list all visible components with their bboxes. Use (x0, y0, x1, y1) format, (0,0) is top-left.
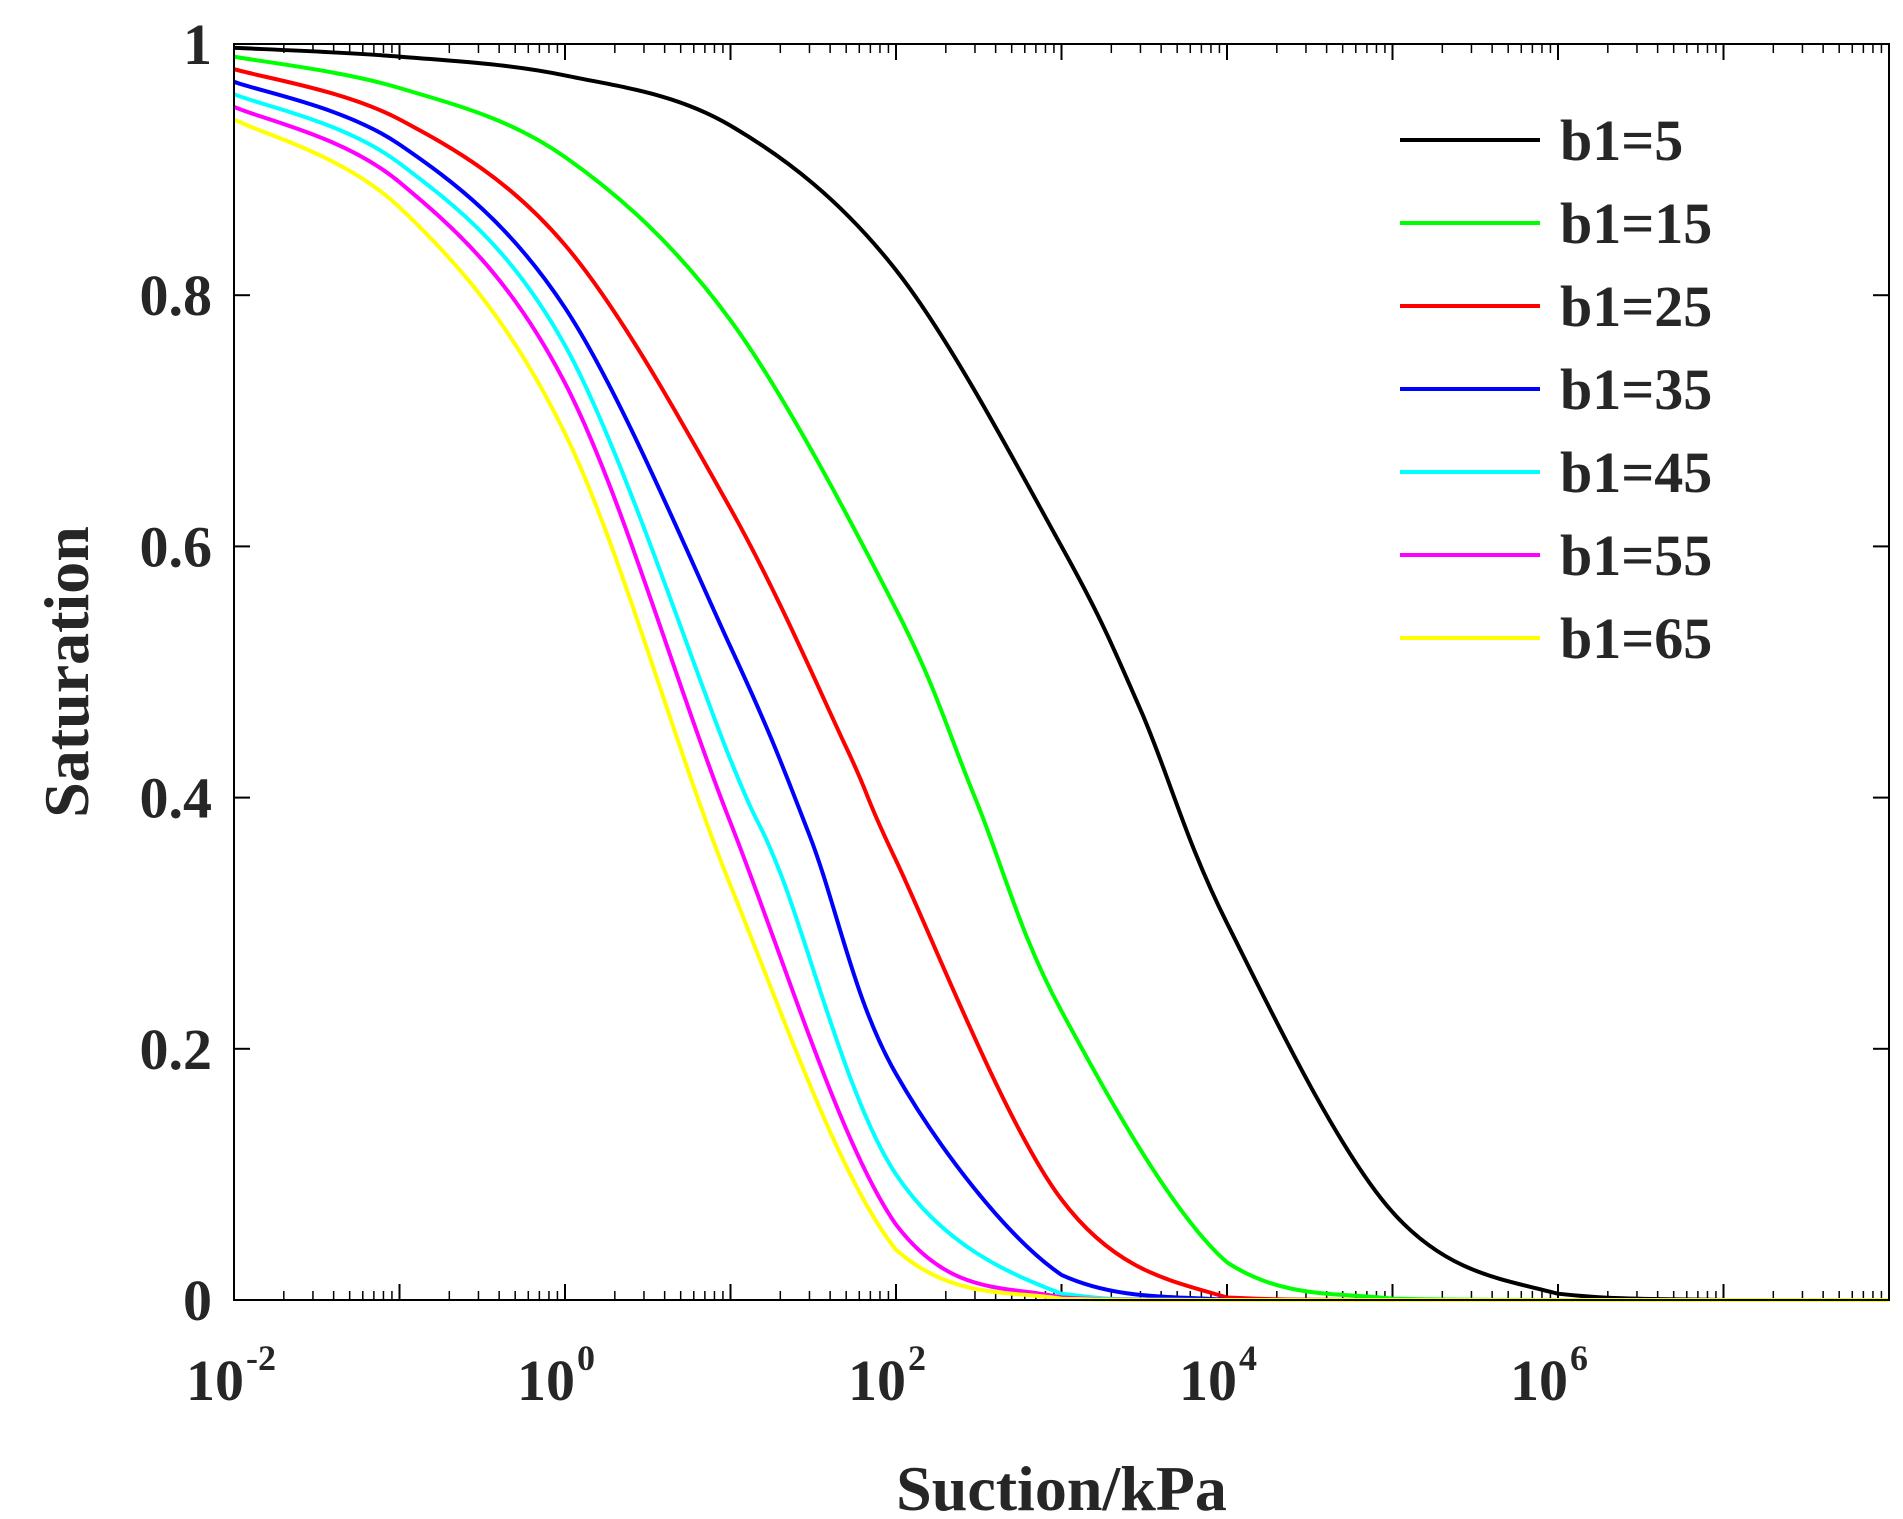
x-tick-label-base: 10 (1510, 1348, 1568, 1413)
legend-item: b1=25 (1400, 274, 1712, 339)
y-tick-label: 1 (183, 12, 212, 77)
legend-item: b1=5 (1400, 108, 1683, 173)
y-tick-label: 0.2 (140, 1017, 213, 1082)
legend-label: b1=15 (1560, 191, 1712, 256)
x-axis-label: Suction/kPa (896, 1453, 1227, 1519)
legend-item: b1=45 (1400, 440, 1712, 505)
legend-label: b1=35 (1560, 357, 1712, 422)
legend-label: b1=25 (1560, 274, 1712, 339)
y-tick-label: 0.6 (140, 514, 213, 579)
x-tick-label: 10 4 (1179, 1338, 1257, 1413)
legend-item: b1=55 (1400, 523, 1712, 588)
plot-frame (233, 43, 1890, 1301)
x-tick-label: 10 6 (1510, 1338, 1588, 1413)
x-tick-label-base: 10 (1179, 1348, 1237, 1413)
x-tick-label-exponent: 0 (577, 1338, 595, 1378)
series-line-b1-5 (233, 45, 1889, 1303)
x-tick-label: 10 0 (517, 1338, 595, 1413)
x-tick-label-base: 10 (848, 1348, 906, 1413)
x-tick-label-exponent: 2 (908, 1338, 926, 1378)
legend: b1=5 b1=15 b1=25 b1=35 b1=45 b1=55 b1=65 (1400, 108, 1712, 671)
x-tick-labels: 10 -2 10 0 10 2 10 4 10 6 (186, 1338, 1588, 1413)
y-tick-label: 0.4 (140, 766, 213, 831)
x-tick-label-exponent: -2 (246, 1338, 276, 1378)
legend-label: b1=45 (1560, 440, 1712, 505)
y-tick-label: 0.8 (140, 263, 213, 328)
legend-item: b1=35 (1400, 357, 1712, 422)
x-tick-label-base: 10 (517, 1348, 575, 1413)
legend-item: b1=65 (1400, 606, 1712, 671)
legend-item: b1=15 (1400, 191, 1712, 256)
y-tick-label: 0 (183, 1268, 212, 1333)
legend-label: b1=5 (1560, 108, 1683, 173)
x-tick-label-exponent: 4 (1239, 1338, 1257, 1378)
legend-label: b1=65 (1560, 606, 1712, 671)
x-tick-label-base: 10 (186, 1348, 244, 1413)
y-tick-labels: 0 0.2 0.4 0.6 0.8 1 (140, 12, 213, 1333)
x-tick-label: 10 -2 (186, 1338, 276, 1413)
y-axis-label: Saturation (31, 526, 102, 818)
x-tick-label-exponent: 6 (1570, 1338, 1588, 1378)
legend-label: b1=55 (1560, 523, 1712, 588)
series-line-b1-35 (233, 79, 1889, 1303)
x-tick-label: 10 2 (848, 1338, 926, 1413)
